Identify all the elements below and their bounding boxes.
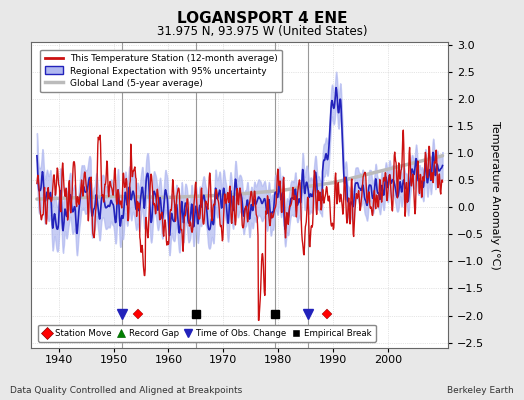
Y-axis label: Temperature Anomaly (°C): Temperature Anomaly (°C) [490,121,500,269]
Text: LOGANSPORT 4 ENE: LOGANSPORT 4 ENE [177,11,347,26]
Legend: Station Move, Record Gap, Time of Obs. Change, Empirical Break: Station Move, Record Gap, Time of Obs. C… [38,324,376,342]
Text: 31.975 N, 93.975 W (United States): 31.975 N, 93.975 W (United States) [157,25,367,38]
Text: Berkeley Earth: Berkeley Earth [447,386,514,395]
Text: Data Quality Controlled and Aligned at Breakpoints: Data Quality Controlled and Aligned at B… [10,386,243,395]
